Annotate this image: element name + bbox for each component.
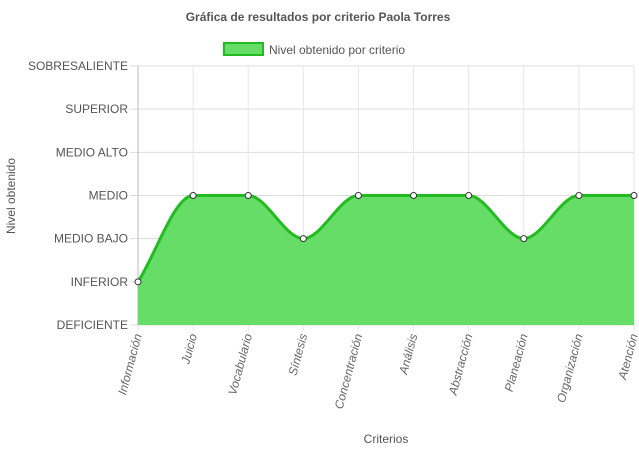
x-tick-label: Atención [615, 332, 639, 382]
y-tick-label: SOBRESALIENTE [28, 59, 128, 73]
data-point[interactable] [299, 235, 307, 243]
y-tick-label: MEDIO [89, 189, 128, 203]
y-tick-label: MEDIO BAJO [54, 232, 128, 246]
data-point[interactable] [244, 192, 252, 199]
series-line [136, 194, 634, 283]
series-area [136, 194, 634, 325]
x-tick-label: Organización [554, 332, 586, 404]
legend-label[interactable]: Nivel obtenido por criterio [269, 43, 405, 57]
data-point[interactable] [575, 192, 583, 199]
y-tick-label: SUPERIOR [65, 102, 128, 116]
data-point[interactable] [189, 192, 197, 199]
y-tick-label: MEDIO ALTO [56, 145, 128, 159]
data-point[interactable] [354, 192, 362, 199]
data-point[interactable] [630, 192, 638, 199]
x-tick-label: Planeación [502, 332, 531, 393]
y-tick-label: INFERIOR [71, 275, 129, 289]
data-point[interactable] [410, 192, 418, 199]
x-tick-label: Síntesis [286, 332, 311, 377]
chart-title: Gráfica de resultados por criterio Paola… [186, 10, 451, 24]
x-tick-label: Abstracción [446, 332, 476, 397]
x-tick-label: Juicio [178, 332, 200, 367]
x-axis: Información Juicio Vocabulario Síntesis Conc… [115, 332, 639, 411]
y-axis-title: Nivel obtenido [4, 158, 18, 234]
y-axis: DEFICIENTE INFERIOR MEDIO BAJO MEDIO MEDIO A… [28, 59, 128, 332]
data-point[interactable] [134, 278, 142, 286]
x-tick-label: Análisis [396, 332, 420, 377]
x-tick-label: Vocabulario [225, 332, 255, 397]
area-fill [138, 195, 634, 325]
legend[interactable]: Nivel obtenido por criterio [223, 42, 405, 57]
x-tick-label: Concentración [332, 332, 366, 411]
y-tick-label: DEFICIENTE [57, 318, 128, 332]
data-point[interactable] [520, 235, 528, 243]
x-axis-title: Criterios [364, 432, 409, 446]
series-points[interactable] [134, 192, 638, 286]
legend-swatch[interactable] [223, 42, 264, 56]
data-point[interactable] [465, 192, 473, 199]
x-tick-label: Información [115, 332, 145, 396]
